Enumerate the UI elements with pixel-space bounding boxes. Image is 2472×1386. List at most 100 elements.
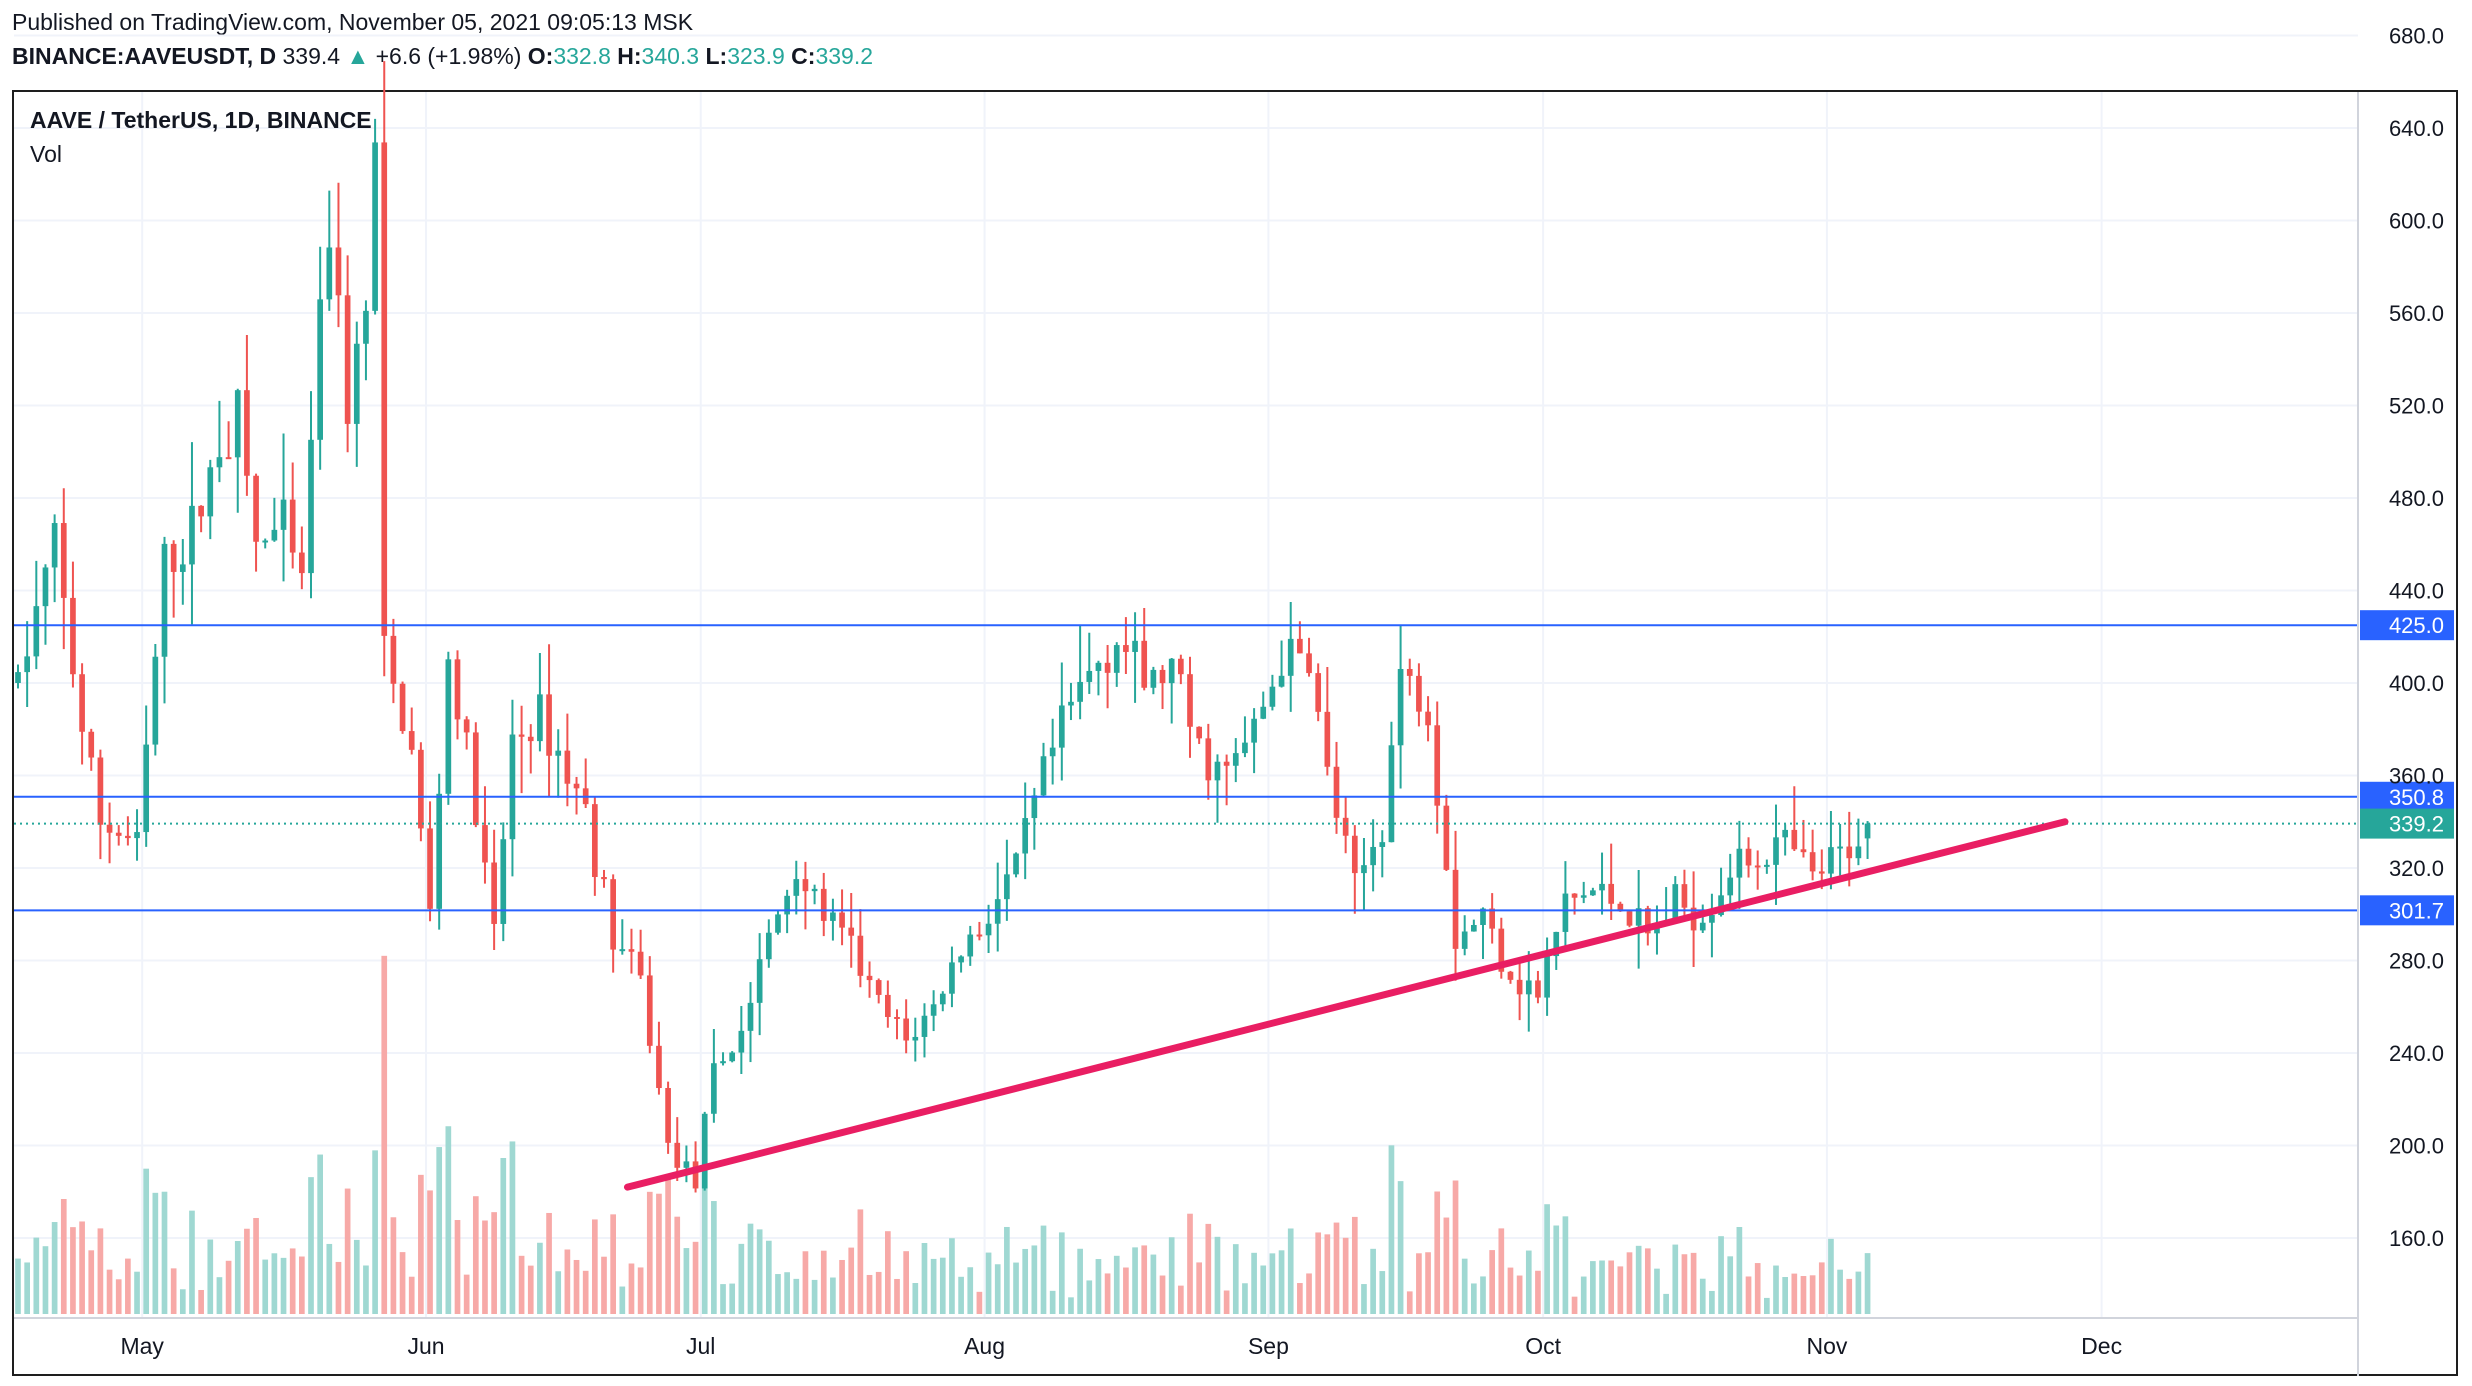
volume-bar xyxy=(1480,1276,1486,1314)
candle-body xyxy=(775,914,781,933)
volume-bar xyxy=(299,1256,305,1314)
candle-body xyxy=(527,736,534,742)
candle-body xyxy=(1718,895,1724,916)
candle-body xyxy=(637,951,644,976)
candle-body xyxy=(408,731,415,750)
candle-body xyxy=(335,247,342,296)
volume-bar xyxy=(1086,1280,1093,1314)
candle-body xyxy=(1397,668,1404,746)
volume-bar xyxy=(518,1255,525,1314)
volume-bar xyxy=(1214,1236,1221,1314)
volume-bar xyxy=(1058,1232,1065,1314)
candle-body xyxy=(656,1045,662,1089)
volume-bar xyxy=(335,1261,342,1314)
candle-body xyxy=(207,467,214,517)
candle-body xyxy=(1178,658,1184,675)
volume-bar xyxy=(1416,1253,1422,1314)
candle-body xyxy=(1461,931,1468,949)
candle-body xyxy=(1736,848,1743,878)
candle-body xyxy=(830,912,836,921)
candle-body xyxy=(33,606,40,657)
volume-bar xyxy=(1406,1291,1413,1314)
candle-body xyxy=(976,934,983,937)
candle-body xyxy=(738,1030,745,1053)
last-price-label: 339.2 xyxy=(2389,812,2444,837)
volume-bar xyxy=(537,1242,543,1314)
volume-bar xyxy=(1150,1254,1157,1314)
volume-bar xyxy=(225,1260,232,1314)
volume-bar xyxy=(1562,1216,1569,1314)
candle-body xyxy=(225,457,232,460)
volume-bar xyxy=(143,1168,150,1314)
volume-bar xyxy=(1644,1248,1651,1314)
volume-bar xyxy=(436,1147,443,1314)
candle-body xyxy=(317,299,323,440)
volume-bar xyxy=(784,1272,790,1314)
volume-bar xyxy=(1736,1226,1743,1314)
y-tick-label: 600.0 xyxy=(2389,209,2444,234)
volume-bar xyxy=(399,1252,406,1314)
candle-body xyxy=(1123,645,1129,652)
volume-bar xyxy=(949,1238,955,1314)
volume-bar xyxy=(1818,1262,1825,1314)
candle-body xyxy=(51,523,58,568)
last-price: 339.4 xyxy=(282,43,341,69)
candle-body xyxy=(161,543,168,657)
candle-body xyxy=(1223,761,1230,766)
volume-bar xyxy=(628,1263,635,1314)
x-tick-label: May xyxy=(120,1333,164,1359)
volume-bar xyxy=(720,1284,726,1314)
candle-body xyxy=(628,949,635,952)
volume-bar xyxy=(1333,1222,1340,1314)
volume-bar xyxy=(472,1196,479,1314)
candle-body xyxy=(1406,668,1413,676)
candle-body xyxy=(1544,956,1550,998)
volume-bar xyxy=(1617,1266,1624,1314)
volume-bar xyxy=(592,1219,598,1314)
volume-bar xyxy=(1489,1250,1495,1314)
volume-bar xyxy=(1132,1247,1138,1314)
volume-bar xyxy=(1718,1236,1724,1314)
candle-body xyxy=(1342,817,1349,836)
candle-body xyxy=(262,540,269,543)
volume-bar xyxy=(701,1130,708,1314)
volume-bar xyxy=(1672,1244,1679,1314)
level-badge xyxy=(2360,610,2454,641)
volume-bar xyxy=(363,1265,369,1314)
x-tick-label: Jun xyxy=(407,1333,444,1359)
candle-body xyxy=(1168,658,1175,684)
volume-bar xyxy=(976,1291,983,1314)
candle-body xyxy=(1205,738,1212,781)
chart-frame xyxy=(12,90,2458,1376)
candle-body xyxy=(1617,903,1624,912)
volume-bar xyxy=(509,1141,516,1314)
volume-bar xyxy=(491,1212,497,1314)
candle-body xyxy=(299,552,305,574)
y-tick-label: 520.0 xyxy=(2389,394,2444,419)
volume-bar xyxy=(1809,1275,1816,1314)
high-label: H: xyxy=(617,43,642,69)
candle-body xyxy=(1580,895,1587,898)
volume-bar xyxy=(1846,1278,1853,1314)
volume-bar xyxy=(234,1241,241,1314)
volume-bar xyxy=(527,1265,534,1314)
candle-body xyxy=(1058,705,1065,748)
candle-body xyxy=(1626,911,1633,926)
volume-bar xyxy=(125,1258,131,1314)
volume-bar xyxy=(1828,1238,1834,1314)
candle-body xyxy=(1535,980,1541,998)
volume-bar xyxy=(775,1274,781,1314)
x-tick-label: Sep xyxy=(1248,1333,1289,1359)
volume-bar xyxy=(637,1267,644,1314)
volume-bar xyxy=(1800,1276,1807,1314)
volume-bar xyxy=(42,1246,49,1314)
volume-bar xyxy=(1278,1250,1285,1314)
candle-body xyxy=(894,1016,900,1019)
volume-bar xyxy=(1251,1252,1257,1314)
volume-bar xyxy=(1260,1265,1267,1314)
candle-body xyxy=(683,1161,690,1168)
candle-body xyxy=(1141,640,1148,688)
volume-bar xyxy=(1178,1285,1184,1314)
candle-body xyxy=(1553,931,1560,957)
